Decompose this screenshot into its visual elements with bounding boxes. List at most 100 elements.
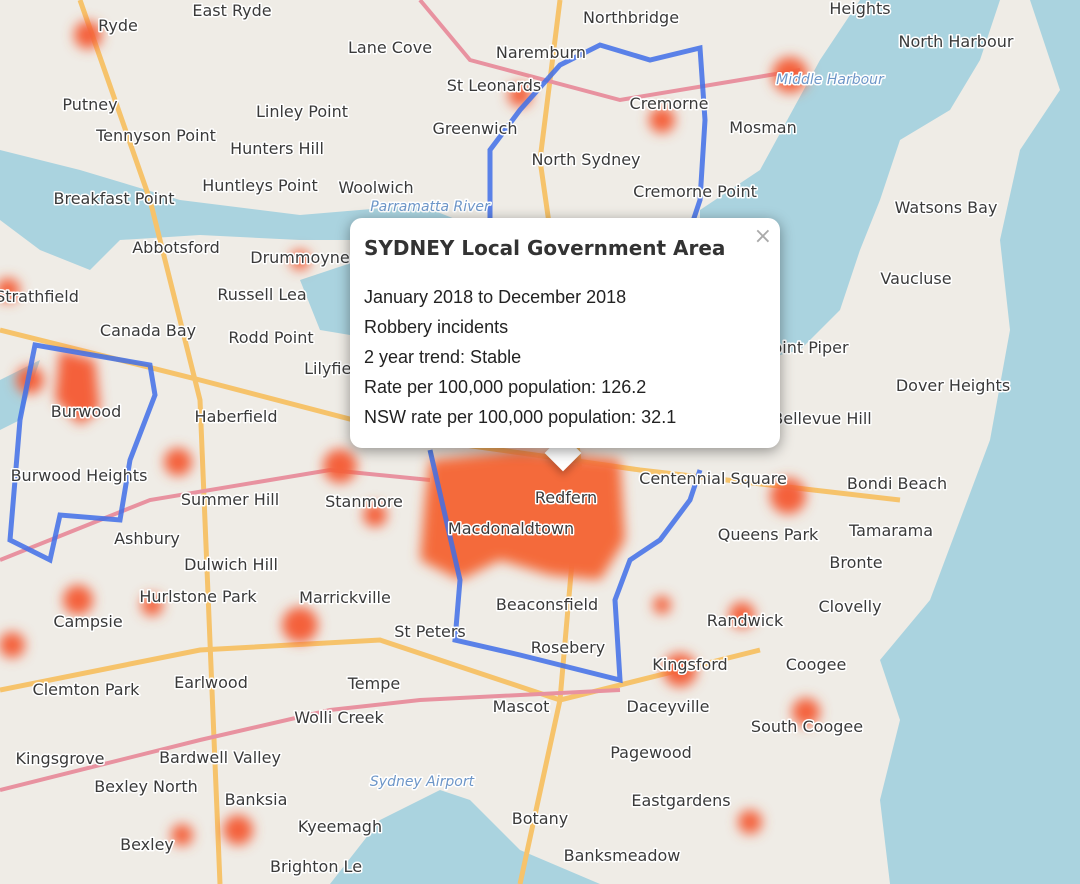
place-label: Watsons Bay <box>895 198 998 217</box>
place-label: Tamarama <box>848 521 933 540</box>
place-label: Greenwich <box>433 119 518 138</box>
place-label: Clovelly <box>818 597 881 616</box>
place-label: Campsie <box>53 612 122 631</box>
place-label: Burwood Heights <box>11 466 148 485</box>
place-label: Middle Harbour <box>776 72 885 88</box>
place-label: Ashbury <box>114 529 180 548</box>
popup-line: Rate per 100,000 population: 126.2 <box>364 377 647 397</box>
place-label: Banksia <box>225 790 288 809</box>
place-label: Wolli Creek <box>294 708 384 727</box>
place-label: Putney <box>62 95 117 114</box>
heat-spot <box>282 607 318 643</box>
heatmap <box>0 21 820 846</box>
place-label: Kingsford <box>652 655 727 674</box>
heat-spot <box>290 250 310 270</box>
heat-spot <box>0 632 25 658</box>
place-label: Tennyson Point <box>95 126 216 145</box>
heat-spot <box>792 698 820 726</box>
place-label: Drummoyne <box>250 248 349 267</box>
heat-spot <box>363 503 387 527</box>
heat-spot <box>729 602 755 628</box>
heat-spot <box>63 585 93 615</box>
place-label: Daceyville <box>627 697 710 716</box>
heat-spot <box>772 57 808 93</box>
place-label: Heights <box>829 0 890 18</box>
heat-spot <box>223 815 253 845</box>
heat-spots <box>0 21 820 846</box>
place-label: Tempe <box>347 674 400 693</box>
place-label: Point Piper <box>763 338 849 357</box>
place-label: Hunters Hill <box>230 139 324 158</box>
place-label: Bexley <box>120 835 174 854</box>
place-label: Mosman <box>729 118 796 137</box>
place-label: Pagewood <box>610 743 692 762</box>
heat-spot <box>0 278 20 302</box>
place-label: Macdonaldtown <box>448 519 574 538</box>
close-button[interactable]: × <box>753 224 772 249</box>
place-label: Summer Hill <box>181 490 279 509</box>
popup-title: SYDNEY Local Government Area <box>364 236 726 260</box>
place-label: St Leonards <box>447 76 542 95</box>
popup: × SYDNEY Local Government Area January 2… <box>350 218 780 448</box>
place-label: Cremorne <box>630 94 709 113</box>
place-label: Parramatta River <box>370 199 491 215</box>
bay <box>330 790 600 884</box>
heat-spot <box>171 824 193 846</box>
lga-boundary <box>427 449 703 684</box>
place-labels: East Ryde Ryde Putney Tennyson Point Lane Co… <box>0 0 1015 878</box>
lga-boundaries <box>7 42 708 684</box>
place-label: Bexley North <box>94 777 198 796</box>
place-label: Brighton Le <box>270 857 362 876</box>
place-label: Earlwood <box>174 673 248 692</box>
popup-line: NSW rate per 100,000 population: 32.1 <box>364 407 677 427</box>
place-label: Botany <box>512 809 568 828</box>
heat-spot <box>323 449 357 483</box>
motorway <box>0 688 621 792</box>
popup-body: January 2018 to December 2018 Robbery inc… <box>364 282 766 432</box>
place-label: North Harbour <box>899 32 1014 51</box>
place-label: Woolwich <box>338 178 413 197</box>
place-label: North Sydney <box>531 150 640 169</box>
heat-spot <box>653 596 671 614</box>
heat-spot <box>738 810 762 834</box>
place-label: Russell Lea <box>217 285 306 304</box>
place-label: Canada Bay <box>100 321 196 340</box>
place-label: Beaconsfield <box>496 595 598 614</box>
ocean <box>880 0 1080 884</box>
place-label: Bellevue Hill <box>772 409 871 428</box>
heat-spot <box>663 653 697 687</box>
place-label: Ryde <box>98 16 138 35</box>
place-label: Marrickville <box>299 588 391 607</box>
heat-area <box>55 350 100 425</box>
place-label: Breakfast Point <box>54 189 175 208</box>
heat-spot <box>770 478 806 514</box>
place-label: Hurlstone Park <box>139 587 257 606</box>
heat-spot <box>74 21 102 49</box>
place-label: Haberfield <box>195 407 278 426</box>
motorway <box>0 467 431 562</box>
place-label: Bondi Beach <box>847 474 947 493</box>
place-label: Naremburn <box>496 43 586 62</box>
lga-boundary <box>487 42 708 231</box>
place-label: Mascot <box>493 697 550 716</box>
place-label: Centennial Square <box>639 469 787 488</box>
place-label: Dover Heights <box>896 376 1010 395</box>
place-label: Northbridge <box>583 8 679 27</box>
heat-spot <box>141 594 163 616</box>
heat-spot <box>164 448 192 476</box>
popup-line: Robbery incidents <box>364 317 509 337</box>
place-label: Redfern <box>535 488 597 507</box>
place-label: Sydney Airport <box>370 774 475 790</box>
place-label: Stanmore <box>325 492 403 511</box>
place-label: South Coogee <box>751 717 863 736</box>
place-label: Rodd Point <box>228 328 313 347</box>
place-label: Cremorne Point <box>633 182 757 201</box>
place-label: Strathfield <box>0 287 79 306</box>
heat-spot <box>649 107 675 133</box>
river <box>0 150 470 430</box>
place-label: Linley Point <box>256 102 348 121</box>
place-label: Queens Park <box>718 525 819 544</box>
popup-line: January 2018 to December 2018 <box>364 287 627 307</box>
lga-boundary <box>7 342 158 564</box>
